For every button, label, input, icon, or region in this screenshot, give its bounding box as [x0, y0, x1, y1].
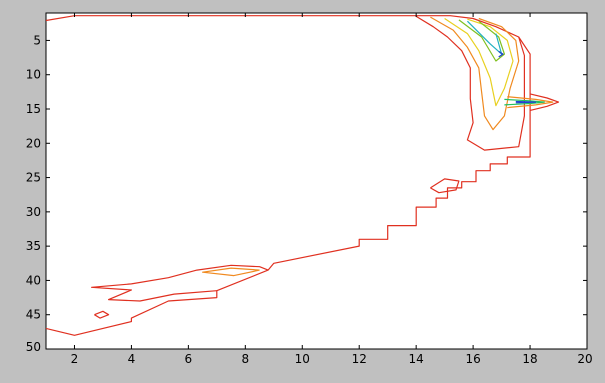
contour-line-spike-outer: [529, 93, 560, 111]
y-tick-label: 10: [26, 68, 41, 82]
contour-line-inner-cyan: [466, 20, 503, 55]
y-tick-label: 5: [33, 33, 41, 47]
y-tick-label: 15: [26, 102, 41, 116]
contour-line-inner-yellow: [444, 17, 514, 107]
contour-line-inner-green: [458, 19, 505, 62]
y-tick-label: 20: [26, 136, 41, 150]
contour-layer: [45, 15, 560, 336]
plot-area: [45, 12, 588, 350]
x-tick-label: 18: [522, 352, 537, 366]
x-tick-label: 14: [409, 352, 424, 366]
x-tick-label: 6: [185, 352, 193, 366]
contour-line-peninsula-orange: [202, 267, 260, 277]
contour-line-island-26: [430, 178, 460, 194]
x-axis: 2 4 6 8 10 12 14 16 18 20: [71, 13, 593, 366]
contour-line-notch-blue: [498, 50, 504, 58]
contour-line-spike-orange: [507, 96, 554, 109]
y-axis: 5 10 15 20 25 30 35 40 45 50: [26, 33, 587, 354]
contour-line-inner-orange: [430, 16, 520, 131]
x-tick-label: 20: [577, 352, 592, 366]
contour-line-spike-green: [504, 98, 545, 106]
contour-line-inner-east-edge: [415, 15, 526, 151]
contour-line-islet-45: [94, 310, 110, 319]
y-tick-label: 35: [26, 239, 41, 253]
x-tick-label: 4: [128, 352, 136, 366]
x-tick-label: 12: [352, 352, 367, 366]
contour-line-outer-boundary: [45, 15, 531, 336]
x-tick-label: 16: [465, 352, 480, 366]
x-tick-label: 10: [295, 352, 310, 366]
contour-line-peninsula-south: [90, 264, 269, 302]
y-tick-label: 45: [26, 308, 41, 322]
y-tick-label: 40: [26, 273, 41, 287]
y-tick-label: 30: [26, 205, 41, 219]
contour-line-spike-blue: [515, 100, 537, 104]
y-tick-label: 25: [26, 171, 41, 185]
x-tick-label: 2: [71, 352, 79, 366]
y-tick-label: 50: [26, 340, 41, 354]
x-tick-label: 8: [241, 352, 249, 366]
